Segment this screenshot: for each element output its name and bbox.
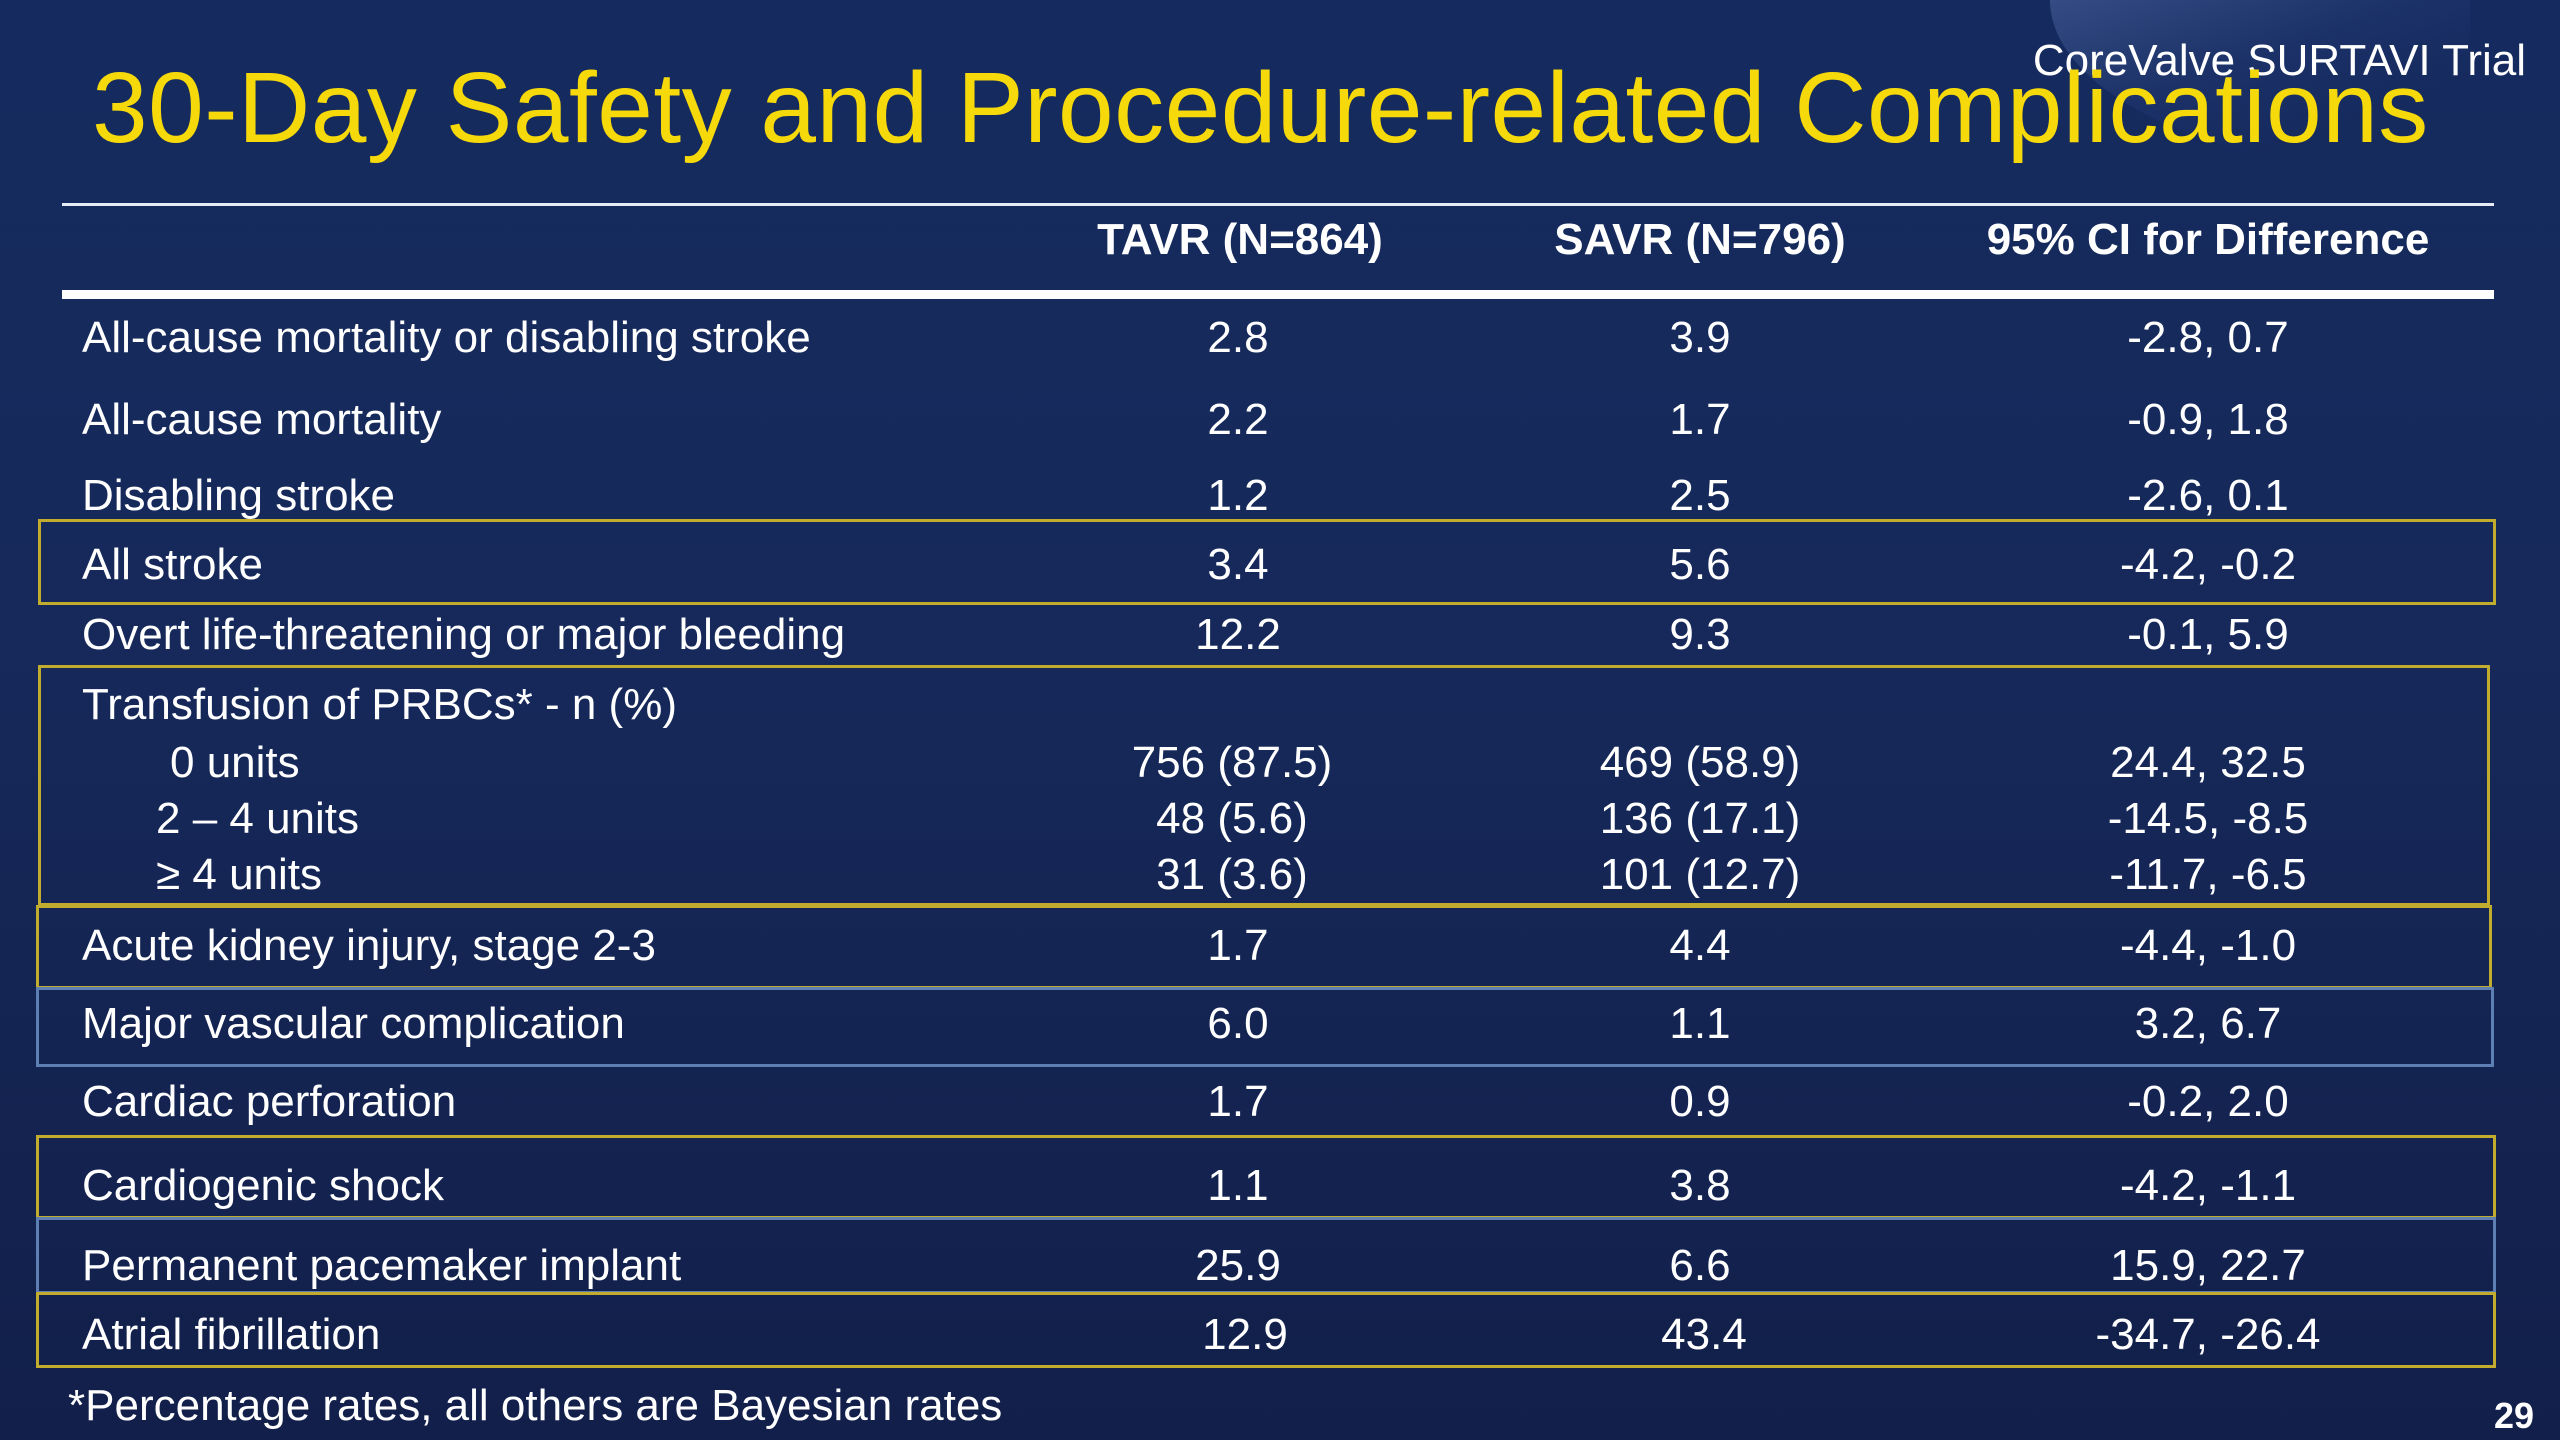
table-header-rule [62, 290, 2494, 299]
highlight-box-transfusion [38, 665, 2490, 906]
trial-name: CoreValve SURTAVI Trial [2032, 36, 2526, 85]
cell-tavr: 6.0 [1207, 999, 1269, 1048]
cell-tavr: 1.2 [1207, 471, 1269, 520]
column-header-savr: SAVR (N=796) [1554, 215, 1846, 264]
highlight-box-atrial-fibrillation [36, 1292, 2496, 1368]
cell-tavr: 756 (87.5) [1131, 738, 1333, 787]
cell-savr: 6.6 [1669, 1241, 1731, 1290]
row-sublabel: ≥ 4 units [156, 850, 323, 899]
cell-savr: 0.9 [1669, 1077, 1731, 1126]
cell-tavr: 1.7 [1207, 921, 1269, 970]
cell-tavr: 1.7 [1207, 1077, 1269, 1126]
cell-tavr: 2.2 [1207, 395, 1269, 444]
cell-savr: 469 (58.9) [1599, 738, 1801, 787]
cell-savr: 1.1 [1669, 999, 1731, 1048]
highlight-box-vascular [36, 987, 2494, 1067]
cell-tavr: 3.4 [1207, 540, 1269, 589]
cell-ci: -2.8, 0.7 [2127, 313, 2289, 362]
row-sublabel: 0 units [170, 738, 300, 787]
row-label: Permanent pacemaker implant [82, 1241, 682, 1290]
cell-ci: 24.4, 32.5 [2110, 738, 2306, 787]
row-label: Disabling stroke [82, 471, 396, 520]
row-label: Major vascular complication [82, 999, 625, 1048]
cell-ci: -2.6, 0.1 [2127, 471, 2289, 520]
cell-savr: 1.7 [1669, 395, 1731, 444]
cell-savr: 2.5 [1669, 471, 1731, 520]
footnote: *Percentage rates, all others are Bayesi… [68, 1381, 1003, 1430]
cell-savr: 3.9 [1669, 313, 1731, 362]
row-label: Cardiogenic shock [82, 1161, 444, 1210]
cell-tavr: 25.9 [1195, 1241, 1281, 1290]
cell-ci: -0.2, 2.0 [2127, 1077, 2289, 1126]
table-top-rule [62, 203, 2494, 206]
row-label: Transfusion of PRBCs* - n (%) [82, 680, 677, 729]
row-label: Cardiac perforation [82, 1077, 457, 1126]
row-label: All-cause mortality [82, 395, 442, 444]
row-label: All stroke [82, 540, 263, 589]
row-label: Overt life-threatening or major bleeding [82, 610, 846, 659]
cell-savr: 9.3 [1669, 610, 1731, 659]
cell-ci: -14.5, -8.5 [2107, 794, 2309, 843]
cell-ci: -34.7, -26.4 [2095, 1310, 2321, 1359]
cell-savr: 101 (12.7) [1599, 850, 1801, 899]
row-label: Atrial fibrillation [82, 1310, 381, 1359]
row-label: Acute kidney injury, stage 2-3 [82, 921, 656, 970]
cell-ci: -4.2, -0.2 [2119, 540, 2297, 589]
cell-tavr: 31 (3.6) [1156, 850, 1308, 899]
cell-savr: 43.4 [1661, 1310, 1747, 1359]
cell-tavr: 12.2 [1195, 610, 1281, 659]
cell-ci: 15.9, 22.7 [2110, 1241, 2306, 1290]
cell-ci: -0.9, 1.8 [2127, 395, 2289, 444]
cell-tavr: 12.9 [1202, 1310, 1288, 1359]
cell-ci: 3.2, 6.7 [2134, 999, 2282, 1048]
cell-tavr: 2.8 [1207, 313, 1269, 362]
cell-tavr: 48 (5.6) [1156, 794, 1308, 843]
cell-ci: -4.4, -1.0 [2119, 921, 2297, 970]
row-sublabel: 2 – 4 units [156, 794, 360, 843]
cell-tavr: 1.1 [1207, 1161, 1269, 1210]
cell-savr: 4.4 [1669, 921, 1731, 970]
column-header-ci: 95% CI for Difference [1986, 215, 2430, 264]
cell-savr: 3.8 [1669, 1161, 1731, 1210]
column-header-tavr: TAVR (N=864) [1097, 215, 1383, 264]
cell-savr: 5.6 [1669, 540, 1731, 589]
page-number: 29 [2493, 1395, 2534, 1436]
cell-ci: -4.2, -1.1 [2119, 1161, 2297, 1210]
cell-ci: -0.1, 5.9 [2127, 610, 2289, 659]
cell-savr: 136 (17.1) [1599, 794, 1801, 843]
slide-title: 30-Day Safety and Procedure-related Comp… [92, 52, 2429, 164]
cell-ci: -11.7, -6.5 [2109, 850, 2307, 899]
highlight-box-all-stroke [38, 519, 2496, 605]
row-label: All-cause mortality or disabling stroke [82, 313, 811, 362]
